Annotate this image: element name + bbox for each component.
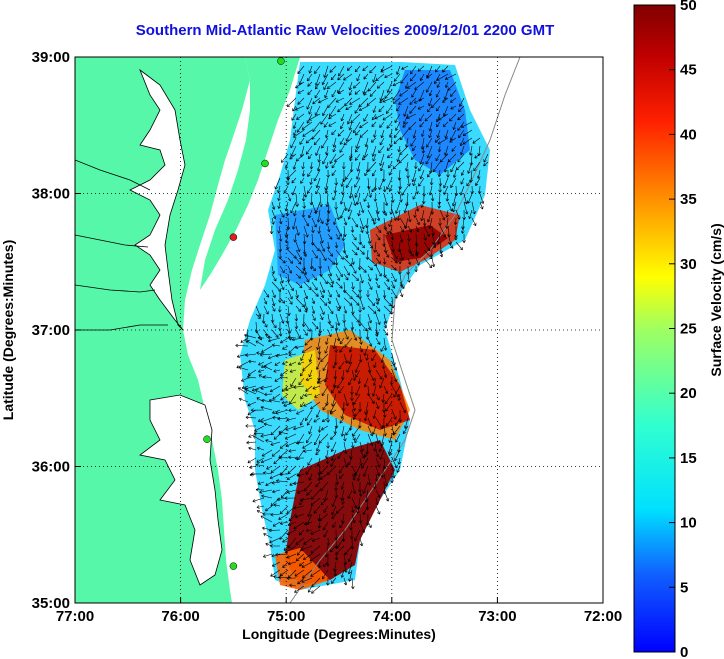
colorbar-ticks: 0 5 10 15 20 25 30 35 40 45 50 (669, 0, 697, 659)
river-james (75, 324, 168, 331)
map-title: Southern Mid-Atlantic Raw Velocities 200… (135, 22, 555, 39)
colorbar-tick-label: 0 (680, 644, 688, 659)
x-tick-labels: 77:00 76:00 75:00 74:00 73:00 72:00 (56, 608, 622, 625)
land-delmarva (200, 57, 300, 290)
field-center-red (325, 345, 410, 430)
colorbar-tick-label: 50 (680, 0, 697, 14)
y-tick-labels: 39:00 38:00 37:00 36:00 35:00 (32, 49, 70, 612)
river-rappahannock (75, 234, 149, 248)
radar-stations (203, 57, 285, 570)
colorbar-tick-label: 30 (680, 256, 697, 273)
x-axis-label: Longitude (Degrees:Minutes) (242, 626, 436, 642)
y-tick-label: 35:00 (32, 595, 70, 612)
colorbar-tick-label: 45 (680, 62, 697, 79)
radar-station-marker (203, 435, 211, 443)
x-tick-label: 76:00 (161, 608, 199, 625)
radar-station-marker (229, 562, 238, 570)
y-tick-label: 36:00 (32, 459, 70, 476)
x-tick-label: 75:00 (267, 608, 305, 625)
colorbar (633, 4, 676, 653)
colorbar-tick-label: 35 (680, 191, 697, 208)
radar-station-marker (277, 57, 285, 65)
x-tick-label: 77:00 (56, 608, 94, 625)
x-tick-label: 73:00 (478, 608, 516, 625)
current-vectors (235, 65, 489, 594)
vector-arrows (235, 65, 489, 594)
colorbar-label: Surface Velocity (cm/s) (708, 223, 724, 376)
tick-marks (75, 193, 498, 603)
y-axis-label: Latitude (Degrees:Minutes) (0, 240, 16, 420)
colorbar-tick-label: 5 (680, 579, 688, 596)
y-tick-label: 39:00 (32, 49, 70, 66)
x-tick-label: 72:00 (584, 608, 622, 625)
y-tick-label: 37:00 (32, 322, 70, 339)
colorbar-tick-label: 15 (680, 450, 697, 467)
colorbar-tick-label: 40 (680, 126, 697, 143)
grid (75, 57, 603, 603)
radar-station-marker (229, 233, 238, 241)
field-south-dark (285, 440, 395, 585)
colorbar-tick-label: 20 (680, 385, 697, 402)
y-tick-label: 38:00 (32, 186, 70, 203)
colorbar-tick-label: 10 (680, 515, 697, 532)
x-tick-label: 74:00 (373, 608, 411, 625)
river-potomac (75, 159, 151, 191)
radar-station-marker (261, 159, 269, 168)
chesapeake-bay (129, 68, 186, 331)
field-yellow (282, 350, 320, 410)
river-york (75, 284, 156, 293)
colorbar-tick-label: 25 (680, 321, 697, 338)
